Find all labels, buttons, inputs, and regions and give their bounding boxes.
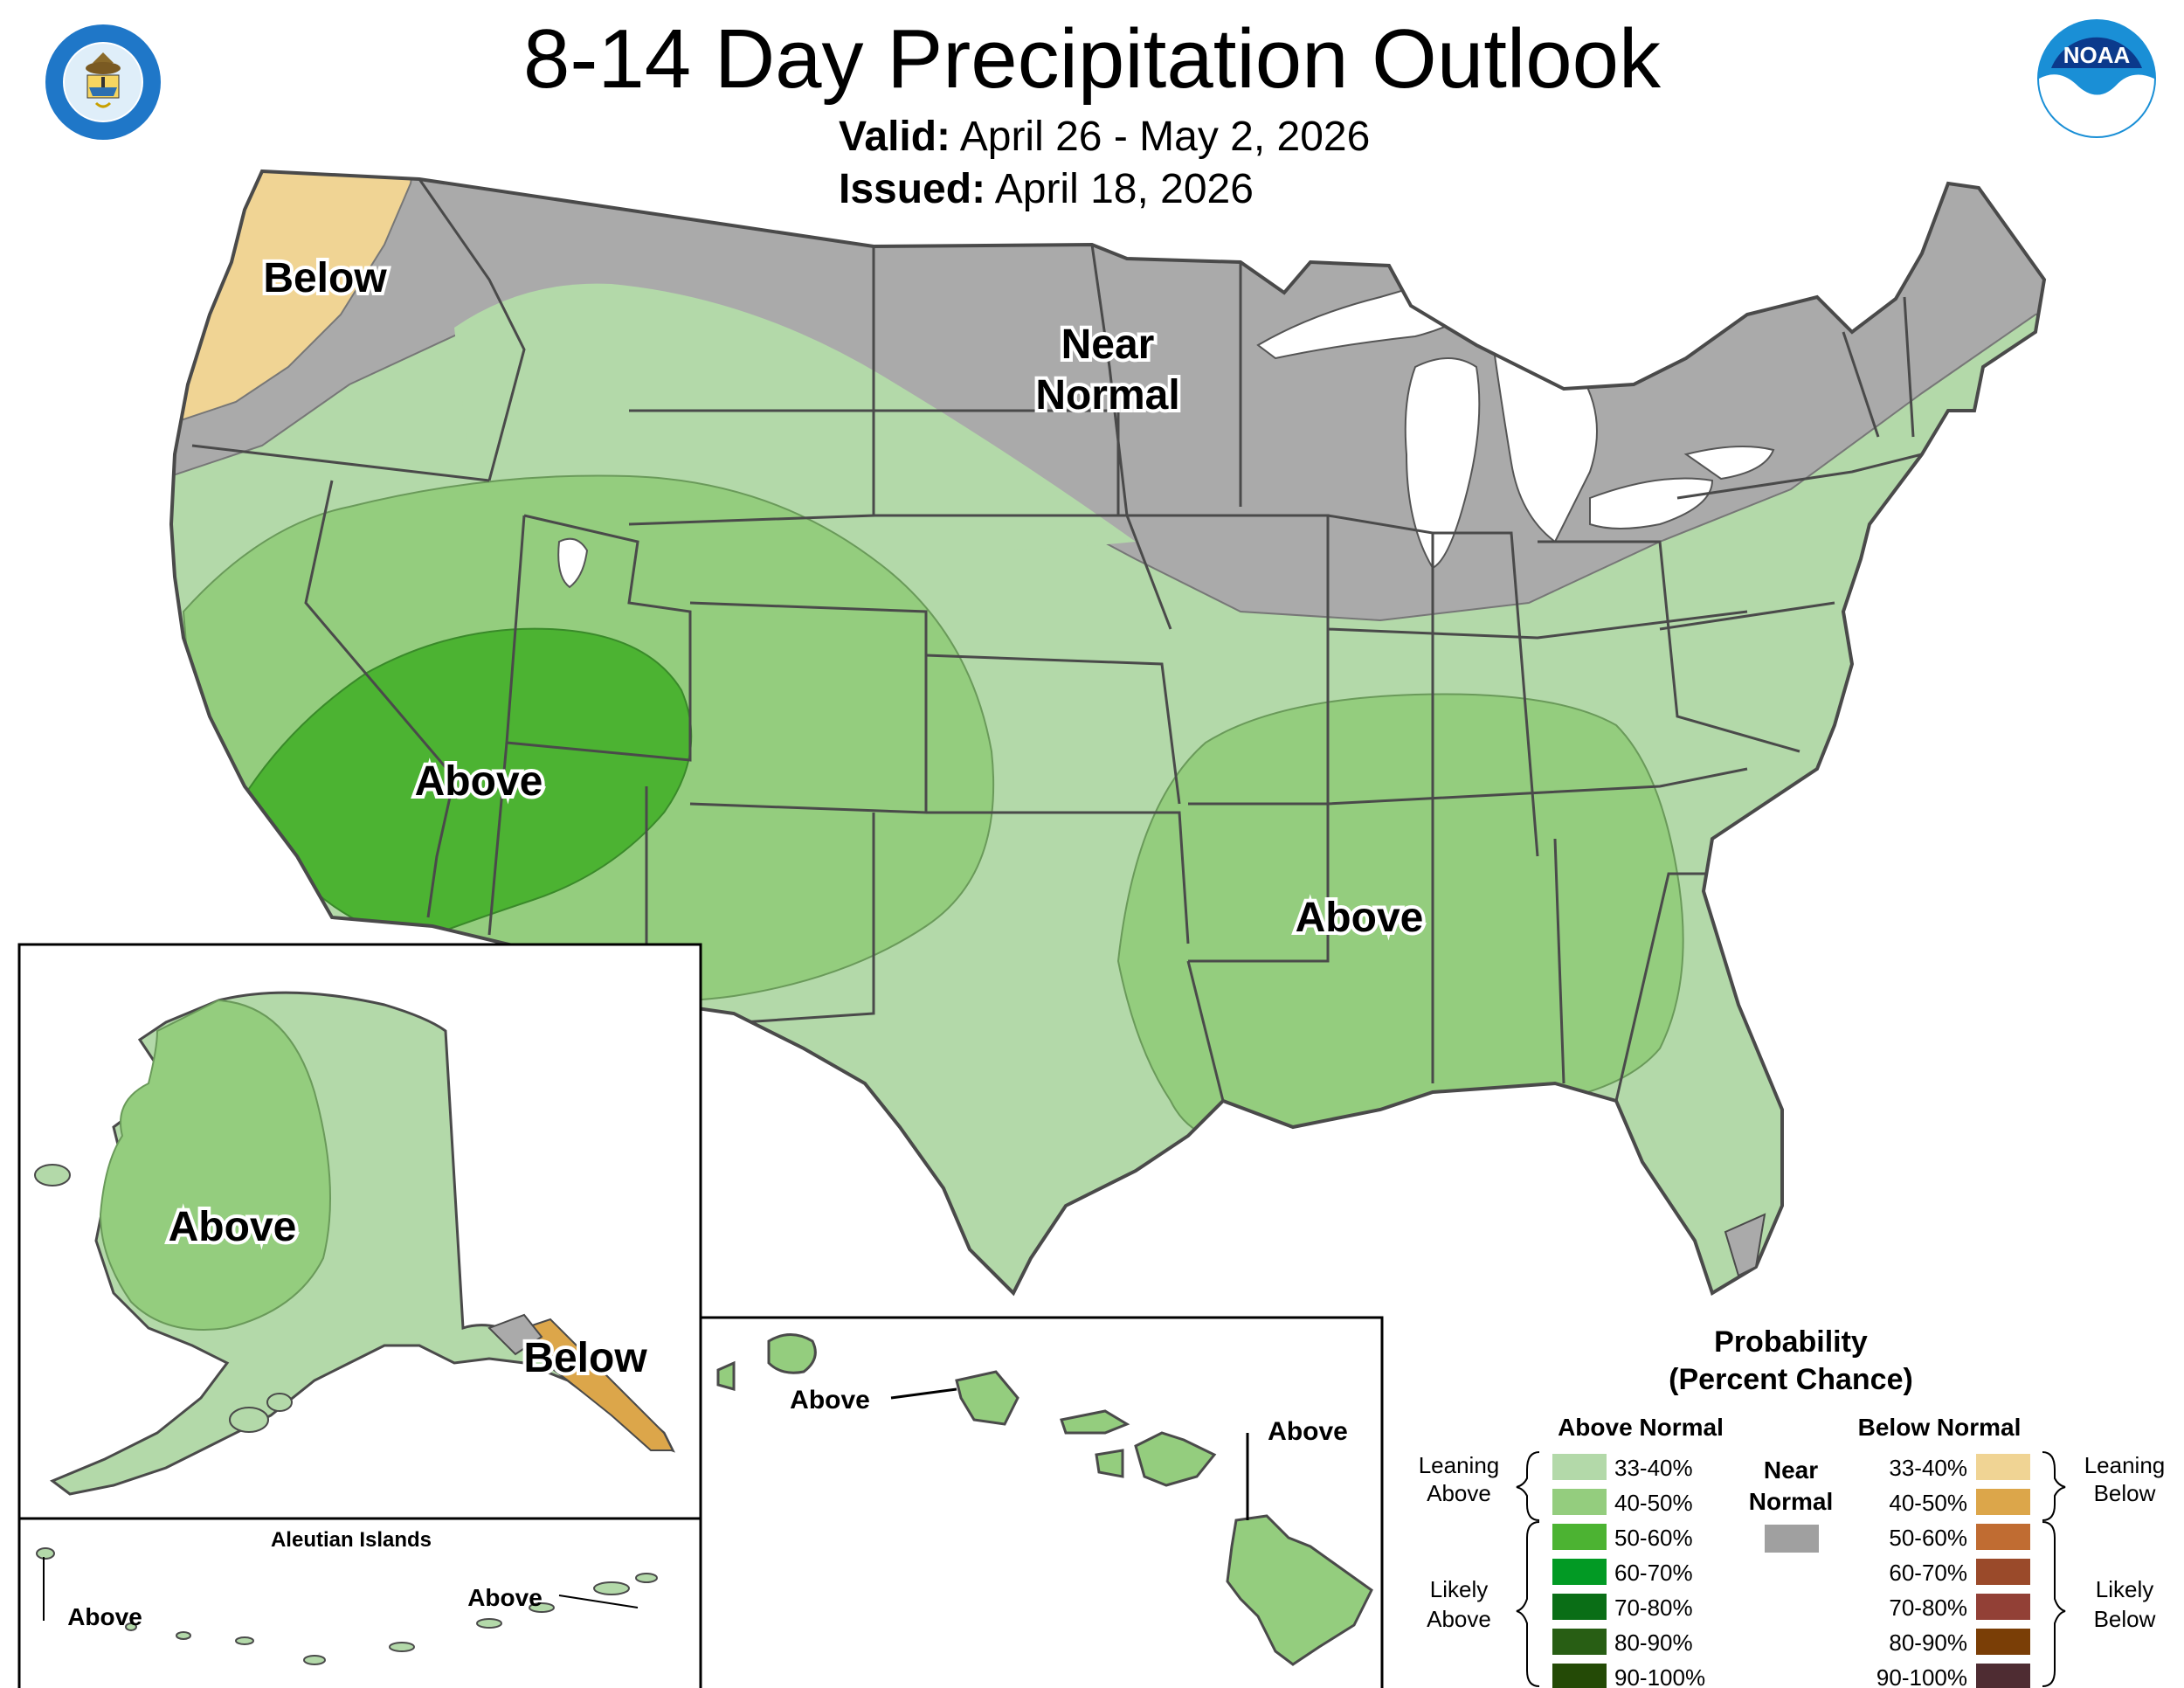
page-title: 8-14 Day Precipitation Outlook [523,12,1661,106]
legend-likely-above-2: Above [1427,1606,1491,1632]
legend-label-below-4: 70-80% [1889,1595,1967,1621]
legend-title-2: (Percent Chance) [1669,1363,1913,1396]
state-boundaries [191,178,1923,1102]
aleutian-title: Aleutian Islands [271,1528,432,1552]
label-hawaii-above-e: Above [1268,1417,1348,1446]
legend-swatch-above-5 [1552,1629,1607,1655]
doc-seal-logo [45,24,161,140]
label-above-sw: Above [415,758,543,805]
legend-swatch-above-0 [1552,1454,1607,1480]
legend-label-below-5: 80-90% [1889,1629,1967,1656]
legend-leaning-below-1: Leaning [2084,1452,2166,1478]
label-near-normal-2: Normal [1035,372,1179,419]
legend-likely-above-1: Likely [1430,1576,1488,1602]
valid-value: April 26 - May 2, 2026 [959,114,1371,160]
legend-label-below-6: 90-100% [1876,1664,1967,1688]
legend-swatch-above-4 [1552,1594,1607,1620]
legend-above-scale: 33-40% 40-50% 50-60% 60-70% 70-80% 80-90% 90-1… [1552,1454,1705,1688]
legend-label-above-0: 33-40% [1614,1455,1693,1481]
legend-swatch-below-3 [1976,1559,2030,1585]
label-below-nw: Below [263,255,387,301]
label-above-se: Above [1296,895,1424,941]
legend-label-below-1: 40-50% [1889,1490,1967,1516]
label-near-normal-1: Near [1061,322,1155,368]
hawaii-islands [716,1333,1373,1666]
label-alaska-below: Below [523,1335,647,1381]
legend-swatch-above-3 [1552,1559,1607,1585]
label-hawaii-above-w: Above [790,1386,870,1415]
legend-label-above-1: 40-50% [1614,1490,1693,1516]
issued-date: Issued: April 18, 2026 [839,164,1254,215]
legend-swatch-below-0 [1976,1454,2030,1480]
legend-label-below-3: 60-70% [1889,1560,1967,1586]
issued-label: Issued: [839,166,986,212]
alaska-above-40-50-region [99,999,331,1331]
legend-swatch-below-4 [1976,1594,2030,1620]
legend-leaning-above-1: Leaning [1419,1452,1500,1478]
aleutian-inset [17,1517,702,1688]
legend-swatch-above-6 [1552,1664,1607,1688]
legend-swatch-below-6 [1976,1664,2030,1688]
legend-label-above-2: 50-60% [1614,1525,1693,1551]
legend: Probability (Percent Chance) Above Norma… [1419,1325,2166,1688]
legend-label-above-4: 70-80% [1614,1595,1693,1621]
legend-near-normal-swatch [1765,1525,1819,1553]
legend-likely-below-2: Below [2094,1606,2156,1632]
issued-value: April 18, 2026 [994,166,1254,212]
legend-swatch-above-1 [1552,1489,1607,1515]
legend-below-header: Below Normal [1858,1414,2022,1441]
legend-near-2: Normal [1749,1488,1833,1515]
legend-swatch-below-1 [1976,1489,2030,1515]
valid-label: Valid: [839,114,951,160]
legend-label-above-5: 80-90% [1614,1629,1693,1656]
alaska-panhandle-below [522,1318,674,1451]
legend-swatch-above-2 [1552,1524,1607,1550]
legend-above-header: Above Normal [1558,1414,1724,1441]
legend-swatch-below-5 [1976,1629,2030,1655]
svg-text:NOAA: NOAA [2063,42,2131,68]
legend-title-1: Probability [1714,1325,1868,1359]
legend-likely-below-1: Likely [2096,1576,2153,1602]
legend-label-above-6: 90-100% [1614,1664,1705,1688]
legend-below-scale: 33-40% 40-50% 50-60% 60-70% 70-80% 80-90% 90-1… [1876,1454,2030,1688]
legend-leaning-below-2: Below [2094,1480,2156,1506]
label-aleutian-above-e: Above [467,1584,543,1611]
legend-near-1: Near [1764,1456,1818,1484]
label-aleutian-above-w: Above [67,1603,142,1630]
legend-label-below-0: 33-40% [1889,1455,1967,1481]
legend-swatch-below-2 [1976,1524,2030,1550]
legend-label-below-2: 50-60% [1889,1525,1967,1551]
noaa-logo: NOAA [2037,19,2156,138]
legend-leaning-above-2: Above [1427,1480,1491,1506]
valid-dates: Valid: April 26 - May 2, 2026 [839,112,1370,163]
label-alaska-above: Above [169,1204,297,1250]
legend-label-above-3: 60-70% [1614,1560,1693,1586]
